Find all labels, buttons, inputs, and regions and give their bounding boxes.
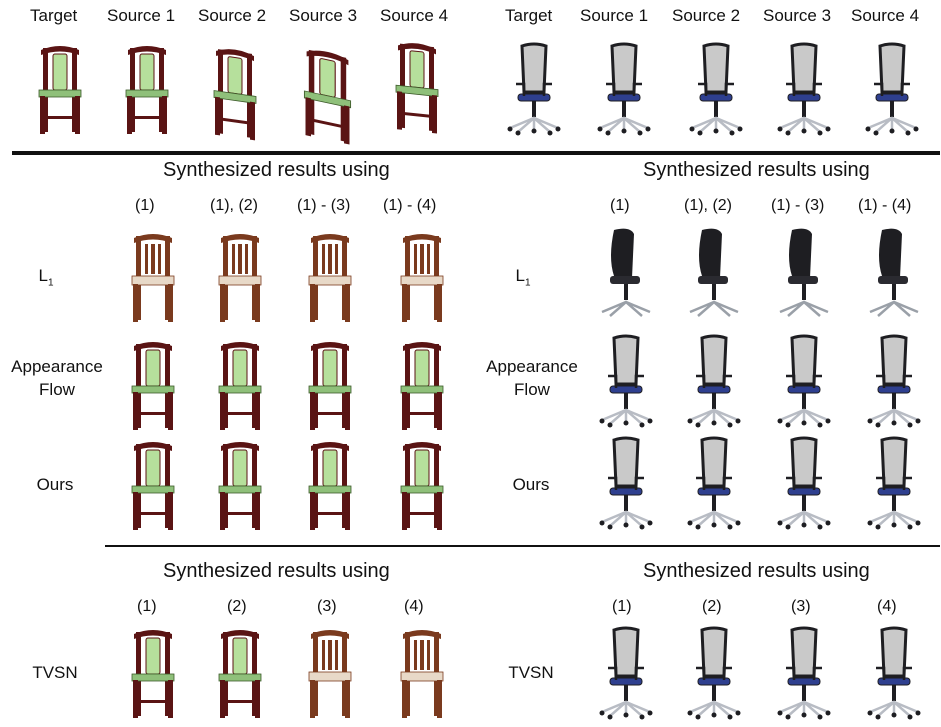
column-label-3: (1) - (3) [297, 197, 351, 214]
column-label-4: (1) - (4) [858, 197, 912, 214]
wooden-chair-icon [400, 629, 444, 719]
office-chair-icon [598, 334, 654, 429]
column-label-4: (1) - (4) [383, 197, 437, 214]
row-label-l1: L1 [515, 266, 531, 289]
office-chair-icon [600, 227, 652, 318]
office-chair-icon [866, 436, 922, 531]
header-source-1: Source 1 [107, 6, 176, 25]
office-chair-icon [866, 334, 922, 429]
column-label-3: (1) - (3) [771, 197, 825, 214]
row-label-ours: Ours [512, 475, 550, 494]
header-target: Target [30, 6, 78, 25]
wooden-chair-icon [218, 233, 262, 323]
office-chair-icon [688, 42, 744, 137]
section-title: Synthesized results using [643, 159, 870, 181]
row-label-tvsn: TVSN [32, 663, 78, 682]
wooden-chair-icon [308, 629, 352, 719]
divider [105, 545, 472, 547]
column-label-2: (1), (2) [210, 197, 258, 214]
wooden-chair-icon [308, 341, 352, 431]
header-source-2: Source 2 [198, 6, 267, 25]
column-label-1: (1) [610, 197, 630, 214]
office-chair-icon [596, 42, 652, 137]
header-source-4: Source 4 [851, 6, 920, 25]
tvsn-column-label-4: (4) [404, 598, 424, 615]
column-label-1: (1) [135, 197, 155, 214]
wooden-chair-icon [303, 46, 352, 146]
wooden-chair-icon [131, 441, 175, 531]
office-chair-icon [686, 436, 742, 531]
office-chair-icon [598, 436, 654, 531]
office-chair-icon [686, 626, 742, 721]
wooden-chair-icon [308, 233, 352, 323]
office-chair-icon [776, 436, 832, 531]
wooden-chair-icon [218, 629, 262, 719]
office-chair-icon [864, 42, 920, 137]
tvsn-column-label-2: (2) [702, 598, 722, 615]
wooden-chair-icon [400, 341, 444, 431]
office-chair-icon [688, 227, 740, 318]
wooden-chair-icon [395, 40, 439, 135]
office-chair-icon [776, 334, 832, 429]
section-title: Synthesized results using [163, 159, 390, 181]
divider [12, 151, 472, 155]
wooden-chair-icon [125, 45, 169, 135]
row-label-appearance-flow: Appearance Flow [486, 357, 578, 399]
row-label-tvsn: TVSN [508, 663, 554, 682]
divider [472, 151, 940, 155]
wooden-chair-icon [213, 46, 257, 141]
wooden-chair-icon [400, 233, 444, 323]
office-chair-icon [778, 227, 830, 318]
tvsn-column-label-2: (2) [227, 598, 247, 615]
tvsn-column-label-1: (1) [137, 598, 157, 615]
wooden-chair-icon [131, 629, 175, 719]
office-chair-icon [776, 42, 832, 137]
column-label-2: (1), (2) [684, 197, 732, 214]
tvsn-section-title: Synthesized results using [163, 560, 390, 582]
header-source-2: Source 2 [672, 6, 741, 25]
wooden-chair-icon [218, 441, 262, 531]
header-source-3: Source 3 [763, 6, 832, 25]
row-label-appearance-flow: Appearance Flow [11, 357, 103, 399]
wooden-chair-icon [218, 341, 262, 431]
office-chair-icon [598, 626, 654, 721]
header-source-3: Source 3 [289, 6, 358, 25]
office-chair-icon [776, 626, 832, 721]
row-label-l1: L1 [38, 266, 54, 289]
tvsn-column-label-3: (3) [791, 598, 811, 615]
tvsn-column-label-1: (1) [612, 598, 632, 615]
wooden-chair-icon [131, 341, 175, 431]
divider [472, 545, 940, 547]
header-target: Target [505, 6, 553, 25]
office-chair-icon [506, 42, 562, 137]
wooden-chair-icon [400, 441, 444, 531]
wooden-chair-icon [38, 45, 82, 135]
office-chair-icon [868, 227, 920, 318]
wooden-chair-icon [308, 441, 352, 531]
tvsn-column-label-4: (4) [877, 598, 897, 615]
office-chair-icon [686, 334, 742, 429]
header-source-4: Source 4 [380, 6, 449, 25]
row-label-ours: Ours [36, 475, 74, 494]
header-source-1: Source 1 [580, 6, 649, 25]
wooden-chair-icon [131, 233, 175, 323]
tvsn-column-label-3: (3) [317, 598, 337, 615]
office-chair-icon [866, 626, 922, 721]
tvsn-section-title: Synthesized results using [643, 560, 870, 582]
